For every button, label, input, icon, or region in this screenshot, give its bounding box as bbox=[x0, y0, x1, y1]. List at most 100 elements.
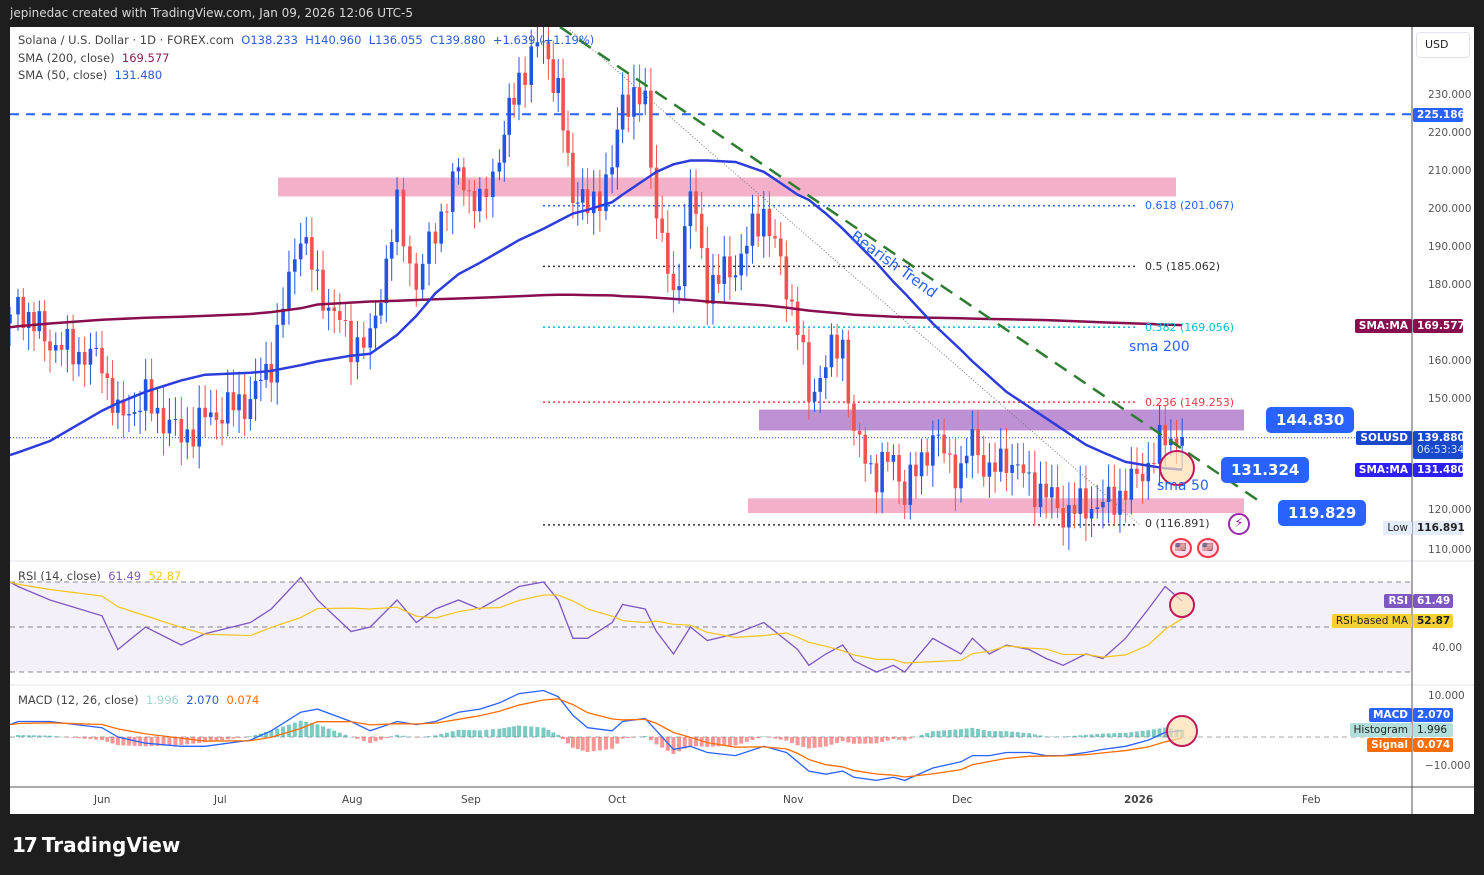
us-flag-event-icon[interactable]: 🇺🇸 bbox=[1170, 538, 1192, 558]
histogram-bar bbox=[1066, 736, 1071, 737]
candle-down bbox=[795, 301, 800, 336]
sma200-legend[interactable]: SMA (200, close) 169.577 bbox=[18, 51, 169, 65]
histogram-bar bbox=[82, 737, 87, 739]
histogram-bar bbox=[1112, 733, 1117, 737]
candle-down bbox=[269, 363, 274, 383]
candle-up bbox=[610, 167, 614, 175]
price-callout-144[interactable]: 144.830 bbox=[1266, 407, 1355, 433]
candle-up bbox=[237, 394, 241, 411]
candle-down bbox=[914, 464, 918, 477]
tradingview-logo[interactable]: 17 TradingView bbox=[12, 833, 180, 857]
macd-label: MACD (12, 26, close) bbox=[18, 693, 139, 707]
candle-down bbox=[585, 189, 590, 214]
candle-down bbox=[338, 311, 342, 321]
candle-down bbox=[852, 403, 856, 431]
histogram-bar bbox=[110, 737, 115, 744]
candle-up bbox=[1010, 464, 1014, 473]
candle-down bbox=[149, 379, 154, 414]
chart-canvas[interactable] bbox=[10, 27, 1474, 814]
candle-up bbox=[620, 94, 625, 130]
rsi-tick: 40.00 bbox=[1432, 642, 1463, 654]
candle-down bbox=[179, 418, 184, 443]
last-price-tag: 139.880 06:53:34 bbox=[1413, 431, 1465, 459]
sma50-annotation[interactable]: sma 50 bbox=[1157, 478, 1209, 494]
candle-up bbox=[964, 455, 969, 464]
symbol-title[interactable]: Solana / U.S. Dollar · 1D · FOREX.com bbox=[18, 33, 234, 47]
macd-legend[interactable]: MACD (12, 26, close) 1.996 2.070 0.074 bbox=[18, 693, 259, 707]
candle-up bbox=[173, 418, 178, 420]
macd-line bbox=[10, 689, 1183, 782]
macd-tick: 10.000 bbox=[1428, 690, 1465, 702]
histogram-bar bbox=[1117, 732, 1122, 737]
candle-up bbox=[722, 256, 727, 284]
candle-down bbox=[349, 320, 353, 363]
histogram-bar bbox=[407, 736, 412, 738]
histogram-bar bbox=[648, 737, 653, 741]
candle-up bbox=[497, 162, 502, 172]
candle-up bbox=[711, 275, 715, 304]
histogram-bar bbox=[1027, 733, 1032, 737]
histogram-bar bbox=[149, 737, 154, 747]
candle-down bbox=[925, 452, 929, 466]
date-tick: 2026 bbox=[1124, 794, 1154, 806]
candle-up bbox=[275, 324, 279, 383]
histogram-bar bbox=[105, 737, 110, 742]
candle-down bbox=[1033, 472, 1037, 508]
histogram-bar bbox=[919, 734, 924, 737]
histogram-bar bbox=[585, 737, 590, 753]
close-value: C139.880 bbox=[430, 33, 486, 47]
candle-up bbox=[812, 391, 817, 402]
candle-down bbox=[784, 256, 789, 300]
sma200-annotation[interactable]: sma 200 bbox=[1129, 339, 1190, 355]
candle-up bbox=[16, 296, 20, 315]
candle-up bbox=[1095, 507, 1100, 509]
candle-down bbox=[716, 275, 721, 284]
candle-down bbox=[1174, 438, 1179, 446]
candle-down bbox=[48, 341, 52, 351]
lightning-event-icon[interactable]: ⚡ bbox=[1228, 513, 1250, 535]
candle-down bbox=[790, 299, 794, 302]
hline-price-tag: 225.186 bbox=[1413, 108, 1465, 122]
histogram-bar bbox=[942, 730, 947, 737]
histogram-bar bbox=[1032, 734, 1037, 737]
candle-down bbox=[191, 429, 196, 447]
candle-up bbox=[420, 263, 425, 290]
us-flag-event-icon[interactable]: 🇺🇸 bbox=[1197, 538, 1219, 558]
histogram-bar bbox=[868, 737, 873, 744]
candle-up bbox=[936, 434, 941, 436]
price-callout-119[interactable]: 119.829 bbox=[1278, 500, 1367, 526]
candle-up bbox=[869, 463, 873, 465]
candle-up bbox=[427, 231, 431, 264]
highlight-circle bbox=[1159, 450, 1195, 486]
candle-up bbox=[138, 410, 142, 413]
candle-up bbox=[998, 448, 1003, 472]
histogram-bar bbox=[857, 737, 862, 744]
histogram-bar bbox=[269, 730, 274, 737]
candle-up bbox=[750, 213, 755, 246]
candle-down bbox=[897, 455, 901, 482]
date-tick: Dec bbox=[952, 794, 973, 806]
candle-down bbox=[942, 434, 946, 454]
candle-up bbox=[1078, 488, 1083, 514]
signal-value: 0.074 bbox=[226, 693, 260, 707]
histogram-bar bbox=[490, 729, 495, 737]
chart-frame[interactable]: Solana / U.S. Dollar · 1D · FOREX.com O1… bbox=[10, 27, 1474, 814]
histogram-bar bbox=[378, 737, 383, 740]
candle-up bbox=[65, 328, 70, 350]
histogram-bar bbox=[603, 737, 608, 750]
price-callout-131[interactable]: 131.324 bbox=[1221, 457, 1310, 483]
candle-down bbox=[846, 339, 851, 404]
histogram-bar bbox=[484, 729, 489, 737]
candle-up bbox=[155, 407, 160, 414]
rsi-ma-value-tag: 52.87 bbox=[1413, 614, 1453, 628]
rsi-legend[interactable]: RSI (14, close) 61.49 52.87 bbox=[18, 569, 181, 583]
currency-button[interactable]: USD bbox=[1416, 32, 1470, 58]
histogram-bar bbox=[315, 724, 320, 737]
sma50-legend[interactable]: SMA (50, close) 131.480 bbox=[18, 68, 162, 82]
histogram-bar bbox=[897, 737, 902, 740]
candle-up bbox=[77, 351, 81, 365]
candle-up bbox=[439, 211, 444, 244]
candle-up bbox=[1101, 501, 1105, 508]
candle-down bbox=[561, 77, 565, 131]
sma200-name-tag: SMA:MA bbox=[1354, 319, 1412, 333]
